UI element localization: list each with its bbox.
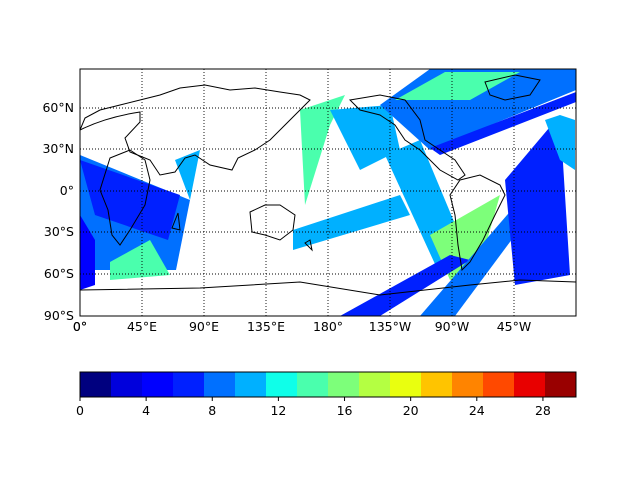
lon-label: 90°W — [435, 319, 470, 334]
colorbar-segment — [235, 372, 267, 397]
map-frame — [79, 68, 577, 317]
lon-label: 180° — [313, 319, 343, 334]
swath-west-edge — [80, 215, 95, 290]
colorbar-segment — [173, 372, 205, 397]
colorbar-tick-label: 12 — [270, 403, 286, 418]
coast-eurasia — [80, 84, 311, 176]
coast-antarctica — [80, 279, 576, 296]
lat-labels: 60°N 30°N 0° 30°S 60°S 90°S — [42, 100, 74, 323]
colorbar-tick-label: 8 — [208, 403, 216, 418]
lon-label: 0° — [73, 319, 87, 334]
colorbar-segment — [421, 372, 453, 397]
colorbar-segment — [328, 372, 360, 397]
lat-label: 0° — [60, 183, 74, 198]
lat-label: 90°S — [44, 308, 74, 323]
gridlines — [80, 69, 576, 316]
swath-equatorial-atlantic — [505, 115, 570, 285]
colorbar-ticks: 0 4 8 12 16 20 24 28 — [76, 397, 551, 418]
colorbar-tick-label: 28 — [535, 403, 551, 418]
coast-greenland — [484, 74, 541, 101]
swath-pacific-south — [293, 195, 410, 250]
map-panel: 0° 0° 45°E 90°E 135°E 180° 135°W 90°W 45… — [42, 68, 577, 334]
colorbar-segment — [514, 372, 546, 397]
coastlines — [80, 74, 576, 296]
colorbar-segment — [111, 372, 143, 397]
colorbar-segment — [545, 372, 577, 397]
colorbar-segment — [142, 372, 174, 397]
coast-madagascar — [171, 212, 181, 231]
colorbar-segment — [204, 372, 236, 397]
colorbar-segment — [297, 372, 329, 397]
colorbar-frame — [79, 371, 577, 398]
lon-label: 135°E — [247, 319, 285, 334]
data-swaths — [80, 69, 576, 316]
colorbar-segment — [80, 372, 112, 397]
coast-new-zealand — [304, 239, 313, 252]
lat-label: 60°N — [42, 100, 74, 115]
lon-label: 0° — [73, 319, 87, 334]
coast-south-america — [449, 174, 506, 272]
colorbar-segment — [390, 372, 422, 397]
colorbar-tick-label: 20 — [403, 403, 419, 418]
lat-label: 30°N — [42, 141, 74, 156]
coast-australia — [249, 204, 296, 241]
swath-atlantic-inner — [80, 160, 180, 240]
colorbar-tick-label: 0 — [76, 403, 84, 418]
lon-label: 45°W — [497, 319, 532, 334]
coast-africa — [99, 149, 151, 246]
colorbar-segments — [80, 372, 577, 397]
swath-southern-ocean — [340, 255, 470, 316]
lat-label: 30°S — [44, 224, 74, 239]
swath-ne-patch — [545, 115, 575, 170]
colorbar-tick-label: 24 — [469, 403, 485, 418]
colorbar-tick-label: 4 — [142, 403, 150, 418]
swath-pacific-north — [300, 95, 345, 205]
swath-atlantic-patch — [110, 240, 170, 280]
lon-label: 90°E — [189, 319, 219, 334]
colorbar-segment — [266, 372, 298, 397]
swath-arctic-patch — [395, 72, 520, 100]
colorbar-segment — [359, 372, 391, 397]
swath-pacific-mid — [330, 105, 400, 170]
lon-label: 45°E — [127, 319, 157, 334]
colorbar-segment — [483, 372, 515, 397]
colorbar-segment — [452, 372, 484, 397]
colorbar-tick-label: 16 — [337, 403, 353, 418]
lon-labels: 0° 0° 45°E 90°E 135°E 180° 135°W 90°W 45… — [73, 319, 531, 334]
coast-north-america — [348, 94, 466, 181]
lon-label: 135°W — [369, 319, 411, 334]
colorbar: 0 4 8 12 16 20 24 28 — [76, 371, 577, 418]
lat-label: 60°S — [44, 266, 74, 281]
